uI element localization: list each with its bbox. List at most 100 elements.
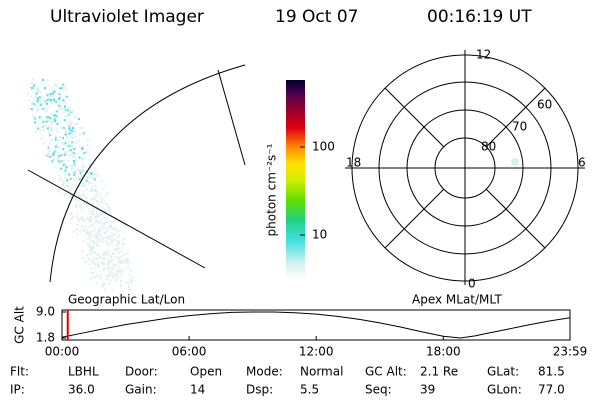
pixel	[47, 155, 50, 158]
pixel	[67, 202, 70, 205]
pixel	[71, 132, 74, 135]
pixel	[101, 187, 104, 190]
pixel	[110, 267, 113, 270]
pixel	[65, 166, 68, 169]
pixel	[125, 259, 128, 262]
pixel	[60, 123, 63, 126]
pixel	[59, 135, 62, 138]
pixel	[43, 142, 46, 145]
pixel	[69, 218, 72, 221]
pixel	[62, 138, 65, 141]
pixel	[40, 117, 43, 120]
pixel	[71, 136, 74, 139]
pixel	[64, 142, 67, 145]
pixel	[101, 269, 104, 272]
pixel	[85, 196, 88, 199]
pixel	[55, 110, 58, 113]
pixel	[90, 198, 93, 201]
pixel	[44, 124, 47, 127]
pixel	[96, 174, 99, 177]
pixel	[96, 257, 99, 260]
pixel	[112, 266, 115, 269]
pixel	[54, 145, 57, 148]
pixel	[57, 152, 60, 155]
pixel	[75, 178, 78, 181]
pixel	[55, 127, 58, 130]
pixel	[36, 87, 39, 90]
pixel	[65, 152, 68, 155]
pixel	[54, 120, 57, 123]
pixel	[91, 201, 94, 204]
pixel	[95, 256, 98, 259]
pixel	[93, 263, 96, 266]
pixel	[115, 229, 118, 232]
pixel	[85, 144, 88, 147]
pixel	[95, 208, 98, 211]
pixel	[110, 232, 113, 235]
pixel	[87, 219, 90, 222]
pixel	[48, 131, 51, 134]
field-value: 77.0	[538, 383, 565, 397]
pixel	[95, 188, 98, 191]
pixel	[50, 127, 53, 130]
pixel	[86, 138, 89, 141]
pixel	[42, 106, 45, 109]
pixel	[122, 269, 125, 272]
pixel	[41, 78, 44, 81]
pixel	[86, 217, 89, 220]
pixel	[75, 184, 78, 187]
field-label: GLon:	[487, 383, 522, 397]
pixel	[101, 236, 104, 239]
pixel	[94, 167, 97, 170]
pixel	[121, 260, 124, 263]
pixel	[106, 274, 109, 277]
pixel	[90, 172, 93, 175]
pixel	[129, 269, 132, 272]
field-value: Normal	[300, 365, 343, 379]
pixel	[113, 227, 116, 230]
pixel	[93, 197, 96, 200]
pixel	[116, 230, 119, 233]
pixel	[89, 236, 92, 239]
pixel	[106, 203, 109, 206]
pixel	[109, 273, 112, 276]
pixel	[73, 147, 76, 150]
pixel	[104, 262, 107, 265]
pixel	[106, 236, 109, 239]
pixel	[71, 145, 74, 148]
pixel	[70, 218, 73, 221]
pixel	[96, 220, 99, 223]
pixel	[95, 209, 98, 212]
pixel	[128, 261, 131, 264]
mlt-label: 12	[476, 48, 491, 62]
pixel	[109, 279, 112, 282]
pixel	[26, 89, 29, 92]
pixel	[106, 229, 109, 232]
pixel	[105, 216, 108, 219]
pixel	[31, 101, 34, 104]
pixel	[116, 251, 119, 254]
pixel	[34, 91, 37, 94]
pixel	[117, 240, 120, 243]
pixel	[107, 227, 110, 230]
pixel	[78, 178, 81, 181]
pixel	[38, 96, 41, 99]
pixel	[87, 236, 90, 239]
pixel	[90, 267, 93, 270]
pixel	[96, 245, 99, 248]
pixel	[72, 173, 75, 176]
pixel	[49, 117, 52, 120]
pixel	[67, 185, 70, 188]
pixel	[48, 153, 51, 156]
pixel	[63, 186, 66, 189]
pixel	[61, 141, 64, 144]
pixel	[80, 196, 83, 199]
pixel	[71, 110, 74, 113]
pixel	[82, 190, 85, 193]
pixel	[70, 123, 73, 126]
pixel	[78, 230, 81, 233]
pixel	[128, 273, 131, 276]
pixel	[75, 158, 78, 161]
pixel	[76, 223, 79, 226]
pixel	[95, 195, 98, 198]
